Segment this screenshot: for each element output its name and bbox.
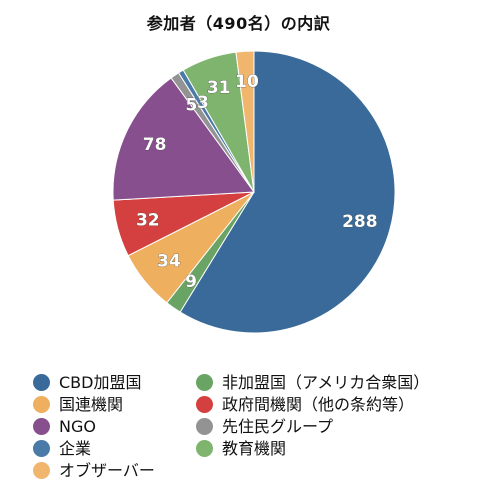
legend-swatch (196, 440, 213, 457)
chart-title: 参加者（490名）の内訳 (146, 14, 331, 33)
pie-data-label-5: 5 (185, 96, 197, 116)
pie-slice-8 (235, 50, 255, 193)
pie-slice-4 (112, 77, 255, 201)
legend-swatch (196, 418, 213, 435)
pie-data-label-3: 32 (136, 211, 160, 231)
legend-label: 企業 (59, 439, 92, 458)
legend-label: 国連機関 (59, 395, 124, 414)
legend-label: NGO (59, 417, 96, 436)
pie-data-label-4: 78 (143, 135, 167, 155)
pie-data-label-0: 288 (342, 212, 378, 232)
legend-swatch (33, 462, 50, 479)
legend-label: 非加盟国（アメリカ合衆国） (222, 373, 430, 392)
pie-data-label-2: 34 (157, 252, 181, 272)
legend-label: 先住民グループ (222, 417, 334, 436)
legend-swatch (196, 396, 213, 413)
legend-swatch (33, 396, 50, 413)
pie-data-label-8: 10 (235, 72, 259, 92)
legend-label: CBD加盟国 (59, 373, 142, 392)
pie-data-labels: 288 934 32 78 5 331 10 (136, 72, 378, 293)
pie-data-label-1: 9 (185, 272, 197, 292)
legend-label: 教育機関 (222, 439, 287, 458)
legend-swatch (33, 374, 50, 391)
pie-data-label-6: 3 (197, 93, 209, 113)
legend-swatch (33, 440, 50, 457)
legend-swatch (196, 374, 213, 391)
pie-slice-0 (179, 50, 396, 334)
legend-label: 政府間機関（他の条約等） (222, 395, 415, 414)
legend-label: オブザーバー (59, 461, 155, 480)
pie-chart: 288 934 32 78 5 331 10 (112, 50, 396, 334)
legend-swatch (33, 418, 50, 435)
pie-slices (112, 50, 396, 334)
pie-data-label-7: 31 (207, 78, 231, 98)
